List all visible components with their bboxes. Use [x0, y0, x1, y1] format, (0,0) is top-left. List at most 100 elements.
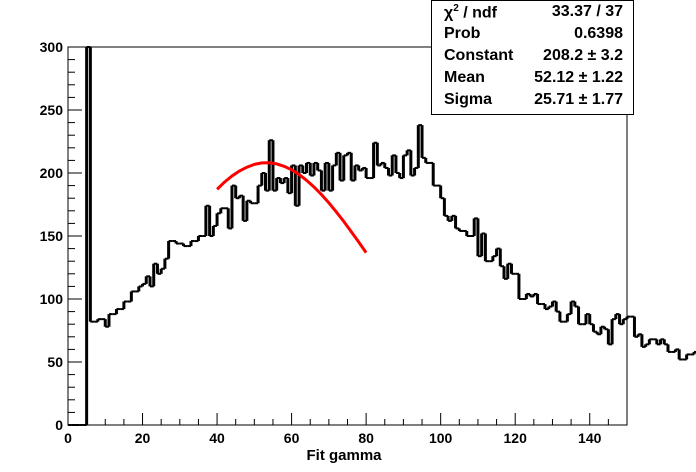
histogram-bin: [632, 316, 639, 338]
histogram-bin: [163, 257, 169, 269]
y-tick-label: 100: [40, 291, 64, 307]
histogram-bin: [647, 338, 654, 345]
stats-label-constant: Constant: [444, 47, 514, 64]
histogram-bin: [249, 200, 255, 205]
stats-value-prob: 0.6398: [574, 25, 623, 42]
stats-label-prob: Prob: [444, 25, 481, 42]
histogram-bin: [644, 343, 650, 347]
histogram-bin: [394, 155, 400, 174]
histogram-bin: [625, 315, 631, 320]
histogram-bin: [96, 318, 102, 322]
histogram-bin: [547, 305, 553, 310]
x-axis: 0 20 40 60 80 100 120 140: [64, 413, 628, 446]
histogram-bin: [189, 240, 195, 247]
stats-row-chi2: χ2 / ndf 33.37 / 37: [432, 1, 633, 23]
histogram-bin: [666, 344, 672, 353]
histogram-bin: [256, 184, 262, 204]
histogram-bin: [465, 230, 471, 237]
histogram-bin: [215, 212, 221, 226]
x-tick-label: 20: [135, 430, 151, 446]
histogram-bin: [114, 308, 121, 315]
stats-row-sigma: Sigma 25.71 ± 1.77: [432, 89, 633, 111]
y-tick-label: 50: [47, 354, 63, 370]
histogram-bin: [420, 125, 426, 159]
x-tick-label: 120: [504, 430, 528, 446]
histogram-bin: [342, 154, 348, 181]
stats-value-constant: 208.2 ± 3.2: [543, 47, 623, 64]
histogram-bin: [196, 235, 203, 242]
x-tick-label: 100: [429, 430, 453, 446]
histogram-bin: [159, 267, 165, 274]
y-tick-label: 200: [40, 165, 64, 181]
histogram-bin: [483, 233, 490, 263]
histogram-bin: [610, 318, 616, 345]
histogram-bin: [536, 293, 542, 306]
histogram-bin: [137, 285, 143, 292]
histogram-bin: [591, 324, 598, 333]
fit-statistics-box: χ2 / ndf 33.37 / 37 Prob 0.6398 Constant…: [431, 0, 634, 115]
stats-row-prob: Prob 0.6398: [432, 23, 633, 45]
histogram-bin: [107, 313, 113, 327]
histogram-bin: [491, 255, 497, 262]
histogram-bin: [182, 243, 188, 248]
x-tick-label: 60: [284, 430, 300, 446]
histogram-bin: [245, 199, 251, 221]
histogram-bin: [442, 198, 449, 217]
histogram-bin: [141, 282, 147, 287]
stats-value-sigma: 25.71 ± 1.77: [534, 91, 623, 108]
stats-row-mean: Mean 52.12 ± 1.22: [432, 67, 633, 89]
y-tick-label: 300: [40, 39, 64, 55]
histogram-bin: [588, 314, 594, 326]
y-axis: 0 50 100 150 200 250 300: [40, 39, 82, 433]
gaussian-fit-curve: [216, 161, 368, 254]
histogram-bin: [331, 164, 337, 191]
stats-label-sigma: Sigma: [444, 91, 493, 108]
histogram-bin: [517, 273, 523, 300]
histogram-bin: [554, 301, 560, 313]
stats-value-chi2: 33.37 / 37: [551, 3, 623, 20]
histogram-bin: [364, 167, 370, 180]
x-tick-label: 0: [64, 430, 72, 446]
histogram-bin: [413, 166, 419, 176]
stats-value-mean: 52.12 ± 1.22: [534, 69, 623, 86]
histogram-bin: [167, 240, 173, 259]
stats-label-chi2: χ2 / ndf: [444, 3, 497, 22]
x-tick-label: 40: [209, 430, 225, 446]
y-tick-label: 150: [40, 228, 64, 244]
histogram-bin: [498, 248, 505, 268]
histogram-bin: [558, 311, 564, 323]
stats-label-mean: Mean: [444, 69, 485, 86]
x-axis-label: Fit gamma: [306, 447, 382, 464]
histogram-bin: [401, 154, 408, 179]
y-tick-label: 250: [40, 102, 64, 118]
histogram-bin: [383, 162, 389, 169]
histogram-bin: [603, 326, 609, 331]
histogram-bin: [439, 185, 445, 200]
histogram-bin: [662, 339, 668, 346]
histogram-bin: [88, 47, 95, 323]
x-tick-label: 140: [578, 430, 602, 446]
stats-row-constant: Constant 208.2 ± 3.2: [432, 45, 633, 67]
histogram-bin: [565, 313, 572, 322]
histogram-bin: [573, 301, 579, 308]
histogram-bin: [129, 290, 136, 302]
histogram-bin: [219, 207, 225, 214]
histogram-bin: [316, 162, 322, 172]
histogram-bin: [431, 162, 437, 187]
histogram-bin: [685, 353, 691, 360]
histogram-bin: [621, 318, 627, 325]
histogram-bin: [424, 157, 430, 164]
histogram-bin: [509, 263, 516, 275]
histogram-bin: [577, 306, 583, 326]
histogram-bin: [457, 228, 464, 232]
histogram-bin: [677, 349, 683, 361]
histogram-bin: [454, 215, 460, 230]
histogram-bin: [211, 224, 218, 236]
histogram-bin: [174, 241, 180, 245]
y-tick-label: 0: [55, 417, 63, 433]
histogram-bin: [122, 300, 128, 310]
histogram-bin: [375, 142, 382, 167]
histogram-series: [68, 46, 696, 426]
x-tick-label: 80: [358, 430, 374, 446]
